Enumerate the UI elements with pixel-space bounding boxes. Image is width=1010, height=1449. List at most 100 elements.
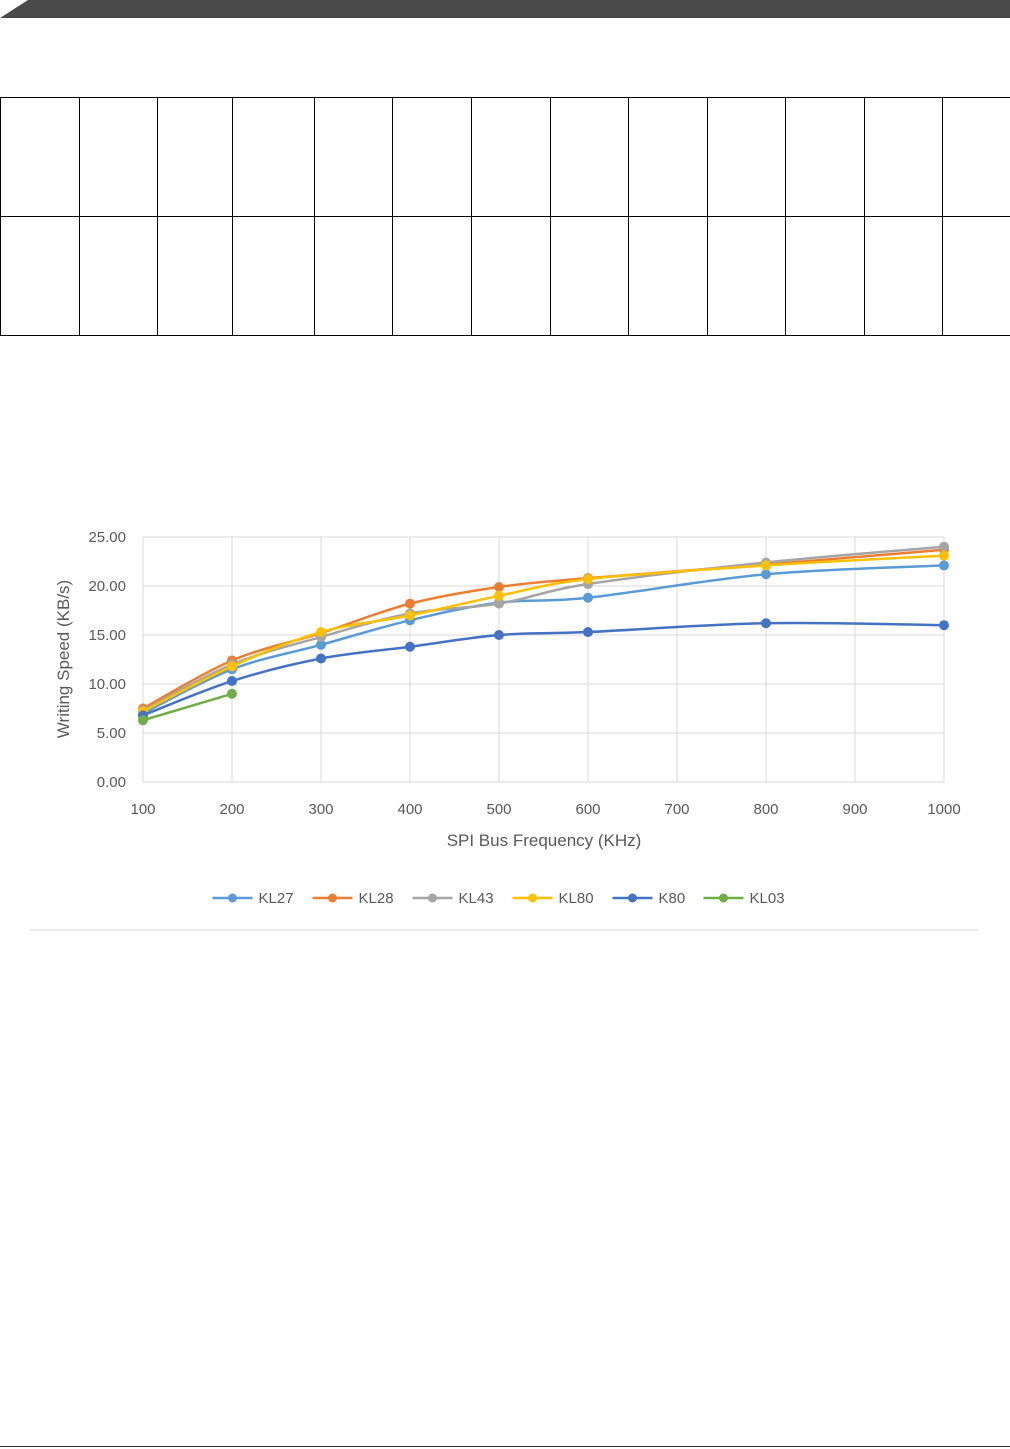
data-point (316, 639, 326, 650)
table-cell (864, 97, 943, 217)
data-table (0, 97, 1010, 336)
y-tick-label: 5.00 (97, 725, 126, 742)
y-tick-label: 0.00 (97, 774, 126, 791)
legend-item-kl03: KL03 (703, 890, 785, 907)
table-cell (471, 216, 551, 336)
data-point (761, 618, 771, 629)
x-axis-title: SPI Bus Frequency (KHz) (447, 831, 642, 850)
y-tick-label: 25.00 (88, 529, 126, 546)
data-point (227, 688, 237, 699)
table-cell (471, 97, 551, 217)
table-cell (942, 216, 1010, 336)
data-point (583, 627, 593, 638)
table-row (0, 216, 1010, 336)
x-tick-label: 300 (308, 801, 333, 818)
data-point (494, 598, 504, 609)
legend-swatch-marker (228, 893, 237, 903)
legend-item-kl28: KL28 (312, 890, 394, 907)
data-point (138, 715, 148, 726)
x-tick-label: 700 (664, 801, 689, 818)
table-cell (864, 216, 943, 336)
legend-label: KL80 (559, 890, 594, 907)
x-tick-label: 900 (842, 801, 867, 818)
table-cell (707, 216, 786, 336)
data-point (494, 590, 504, 601)
data-point (583, 592, 593, 603)
data-table-body (0, 97, 1010, 336)
table-cell (79, 216, 158, 336)
table-cell (707, 97, 786, 217)
legend-item-kl27: KL27 (212, 890, 294, 907)
data-point (405, 641, 415, 652)
data-point (761, 569, 771, 580)
legend-swatch-marker (428, 893, 437, 903)
series-kl27 (138, 560, 949, 719)
x-tick-label: 600 (575, 801, 600, 818)
data-point (405, 598, 415, 609)
legend-label: KL27 (259, 890, 294, 907)
table-cell (628, 216, 708, 336)
x-tick-label: 400 (397, 801, 422, 818)
chart-series (138, 541, 949, 726)
legend-item-kl80: KL80 (512, 890, 594, 907)
table-cell (942, 97, 1010, 217)
series-kl03 (138, 688, 237, 726)
header-band (0, 0, 1010, 18)
data-point (939, 560, 949, 571)
y-tick-label: 20.00 (88, 578, 126, 595)
data-point (316, 653, 326, 664)
x-tick-label: 1000 (927, 801, 960, 818)
table-cell (392, 216, 472, 336)
table-cell (0, 216, 80, 336)
data-point (494, 581, 504, 592)
series-line (141, 692, 234, 722)
y-tick-label: 15.00 (88, 627, 126, 644)
legend-label: KL28 (359, 890, 394, 907)
legend-label: KL43 (459, 890, 494, 907)
legend-swatch-marker (528, 893, 537, 903)
series-k80 (138, 618, 949, 721)
legend-label: K80 (659, 890, 686, 907)
data-point (316, 627, 326, 638)
x-tick-label: 800 (753, 801, 778, 818)
writing-speed-chart: 0.00 5.00 10.00 15.00 20.00 25.00 100 200 300 400… (30, 529, 978, 931)
header-band-shape (0, 0, 1010, 18)
table-cell (157, 216, 233, 336)
data-point (494, 630, 504, 640)
table-cell (550, 216, 629, 336)
x-tick-label: 100 (130, 801, 155, 818)
table-cell (79, 97, 158, 217)
data-point (761, 560, 771, 571)
table-cell (157, 97, 233, 217)
data-point (583, 574, 593, 585)
y-tick-label: 10.00 (88, 676, 126, 693)
chart-legend: KL27 KL28 KL43 KL80 K80 KL03 (212, 890, 785, 907)
x-tick-label: 500 (486, 801, 511, 818)
data-point (939, 620, 949, 631)
table-cell (392, 97, 472, 217)
footer-rule (0, 1446, 1010, 1447)
table-cell (785, 216, 865, 336)
series-line (141, 548, 946, 710)
data-point (939, 541, 949, 552)
table-cell (314, 216, 393, 336)
data-point (227, 661, 237, 672)
legend-swatch-marker (719, 893, 728, 903)
legend-swatch-marker (328, 893, 337, 903)
series-line (141, 564, 946, 715)
table-cell (232, 97, 315, 217)
table-cell (232, 216, 315, 336)
series-kl43 (138, 541, 949, 716)
data-point (227, 676, 237, 687)
series-kl80 (138, 550, 949, 717)
legend-item-k80: K80 (612, 890, 686, 907)
table-cell (785, 97, 865, 217)
data-point (939, 550, 949, 561)
chart-tick-labels: 0.00 5.00 10.00 15.00 20.00 25.00 100 200 300 400… (88, 529, 960, 818)
legend-label: KL03 (750, 890, 785, 907)
data-point (405, 610, 415, 621)
table-cell (0, 97, 80, 217)
legend-swatch-marker (628, 893, 637, 903)
legend-item-kl43: KL43 (412, 890, 494, 907)
table-cell (628, 97, 708, 217)
